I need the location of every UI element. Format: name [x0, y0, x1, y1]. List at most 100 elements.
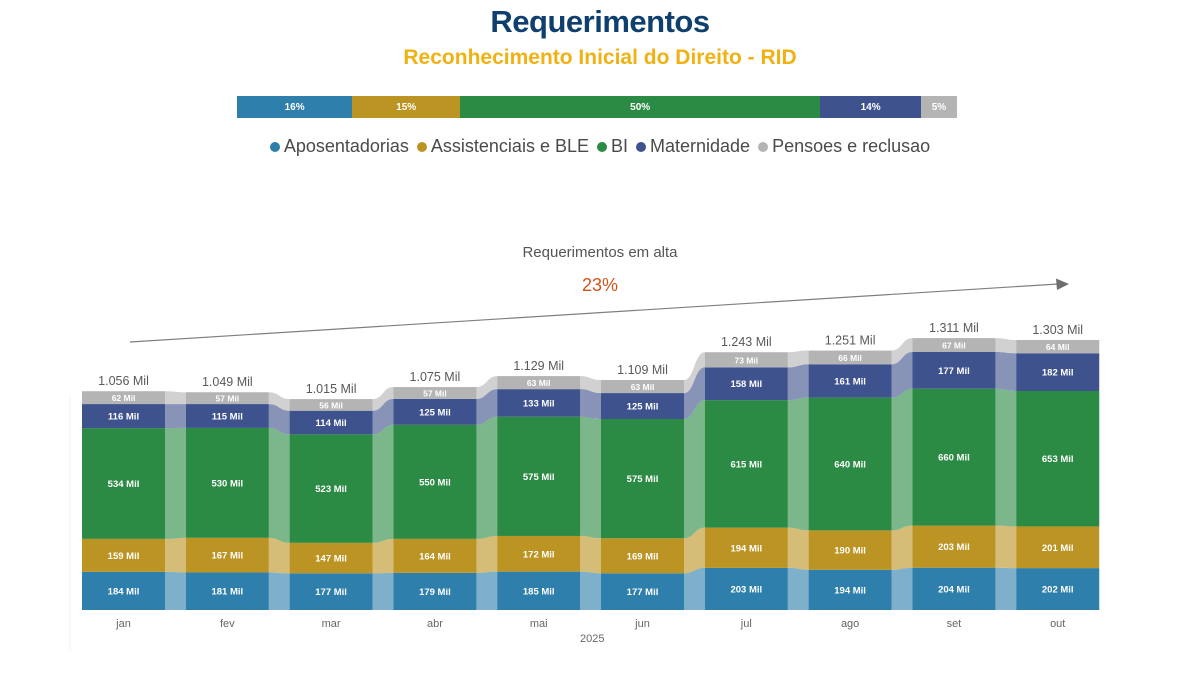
- data-label: 194 Mil: [834, 585, 866, 596]
- data-label: 172 Mil: [523, 549, 555, 560]
- ribbon-connector: [165, 404, 186, 429]
- data-label: 640 Mil: [834, 460, 866, 471]
- legend-dot-icon: [636, 141, 646, 152]
- ribbon-connector: [372, 387, 394, 411]
- data-label: 194 Mil: [730, 543, 762, 554]
- legend-item[interactable]: Pensoes e reclusao: [758, 136, 930, 157]
- data-label: 125 Mil: [419, 407, 451, 418]
- share-segment-label: 14%: [860, 101, 881, 113]
- bar-segment: [289, 399, 373, 411]
- ribbon-connector: [995, 567, 1017, 610]
- bar-segment: [497, 571, 581, 610]
- data-label: 523 Mil: [315, 484, 347, 495]
- total-label: 1.243 Mil: [721, 335, 772, 349]
- legend: Aposentadorias Assistenciais e BLE BI Mater…: [0, 136, 1200, 157]
- ribbon-connector: [684, 367, 705, 419]
- data-label: 125 Mil: [627, 402, 659, 413]
- bar-segment: [185, 572, 269, 610]
- ribbon-connector: [580, 416, 601, 539]
- bar-segment: [393, 398, 477, 425]
- ribbon-connector: [995, 388, 1017, 527]
- legend-label: Maternidade: [650, 136, 751, 156]
- ribbon-connector: [995, 525, 1017, 569]
- legend-label: Aposentadorias: [283, 136, 409, 156]
- ribbon-connector: [165, 537, 186, 573]
- data-label: 63 Mil: [527, 378, 551, 388]
- legend-item[interactable]: Maternidade: [636, 136, 750, 157]
- page-subtitle: Reconhecimento Inicial do Direito - RID: [403, 46, 797, 69]
- ribbon-connector: [580, 376, 601, 394]
- data-label: 615 Mil: [730, 459, 762, 470]
- legend-label: BI: [610, 136, 628, 156]
- bar-segment: [704, 400, 788, 528]
- data-label: 534 Mil: [108, 479, 140, 490]
- x-axis-title: 2025: [580, 633, 605, 645]
- data-label: 73 Mil: [735, 355, 759, 365]
- data-label: 550 Mil: [419, 477, 451, 488]
- total-label: 1.056 Mil: [98, 374, 149, 388]
- bar-segment: [82, 538, 166, 572]
- legend-item[interactable]: BI: [596, 136, 628, 157]
- total-label: 1.303 Mil: [1032, 323, 1083, 337]
- bar-segment: [82, 571, 166, 610]
- total-label: 1.311 Mil: [929, 321, 979, 335]
- bar-segment: [601, 573, 685, 610]
- share-segment: 15%: [352, 96, 461, 118]
- data-label: 177 Mil: [627, 587, 659, 598]
- ribbon-connector: [372, 538, 394, 574]
- share-segment-label: 15%: [396, 101, 417, 113]
- total-label: 1.075 Mil: [410, 370, 461, 384]
- ribbon-connector: [580, 535, 601, 574]
- bar-segment: [912, 525, 996, 568]
- ribbon-connector: [165, 571, 186, 610]
- ribbon-connector: [372, 424, 394, 543]
- legend-dot-icon: [596, 141, 607, 152]
- total-label: 1.049 Mil: [202, 375, 253, 389]
- total-label: 1.015 Mil: [306, 382, 357, 396]
- share-segment: 14%: [820, 96, 921, 118]
- ribbon-connector: [684, 567, 705, 610]
- bar-segment: [704, 352, 788, 368]
- data-label: 57 Mil: [216, 394, 240, 404]
- bar-segment: [912, 567, 996, 610]
- ribbon-connector: [165, 427, 186, 539]
- data-label: 147 Mil: [315, 554, 347, 565]
- bar-segment: [1016, 353, 1100, 391]
- ribbon-connector: [580, 389, 601, 419]
- bar-segment: [185, 404, 269, 428]
- ribbon-connector: [891, 567, 913, 610]
- bar-segment: [185, 392, 269, 405]
- bar-segment: [393, 387, 477, 399]
- ribbon-connector: [684, 352, 705, 394]
- ribbon-connector: [787, 567, 809, 610]
- data-label: 114 Mil: [316, 418, 347, 429]
- ribbon-connector: [684, 400, 705, 539]
- legend-item[interactable]: Assistenciais e BLE: [416, 136, 589, 157]
- legend-label: Pensoes e reclusao: [772, 136, 931, 156]
- bar-segment: [808, 350, 892, 365]
- bar-segment: [393, 572, 477, 610]
- ribbon-connector: [476, 416, 498, 539]
- bar-segment: [601, 418, 685, 539]
- data-label: 63 Mil: [631, 382, 655, 392]
- data-label: 575 Mil: [627, 474, 659, 485]
- data-label: 185 Mil: [523, 586, 555, 597]
- ribbon-connector: [787, 364, 809, 401]
- bar-segment: [185, 427, 269, 538]
- ribbon-connector: [268, 537, 290, 574]
- x-tick-label: set: [947, 618, 962, 630]
- x-tick-label: abr: [427, 618, 443, 630]
- x-tick-label: jun: [634, 618, 650, 630]
- data-label: 56 Mil: [319, 400, 343, 410]
- bar-segment: [497, 389, 581, 417]
- ribbon-connector: [476, 389, 498, 425]
- ribbon-connector: [476, 376, 498, 399]
- legend-item[interactable]: Aposentadorias: [269, 136, 409, 157]
- data-label: 660 Mil: [938, 453, 970, 464]
- bar-segment: [289, 410, 373, 435]
- bar-segment: [393, 424, 477, 539]
- data-label: 203 Mil: [938, 542, 970, 553]
- data-label: 167 Mil: [211, 551, 243, 562]
- bar-segment: [808, 530, 892, 570]
